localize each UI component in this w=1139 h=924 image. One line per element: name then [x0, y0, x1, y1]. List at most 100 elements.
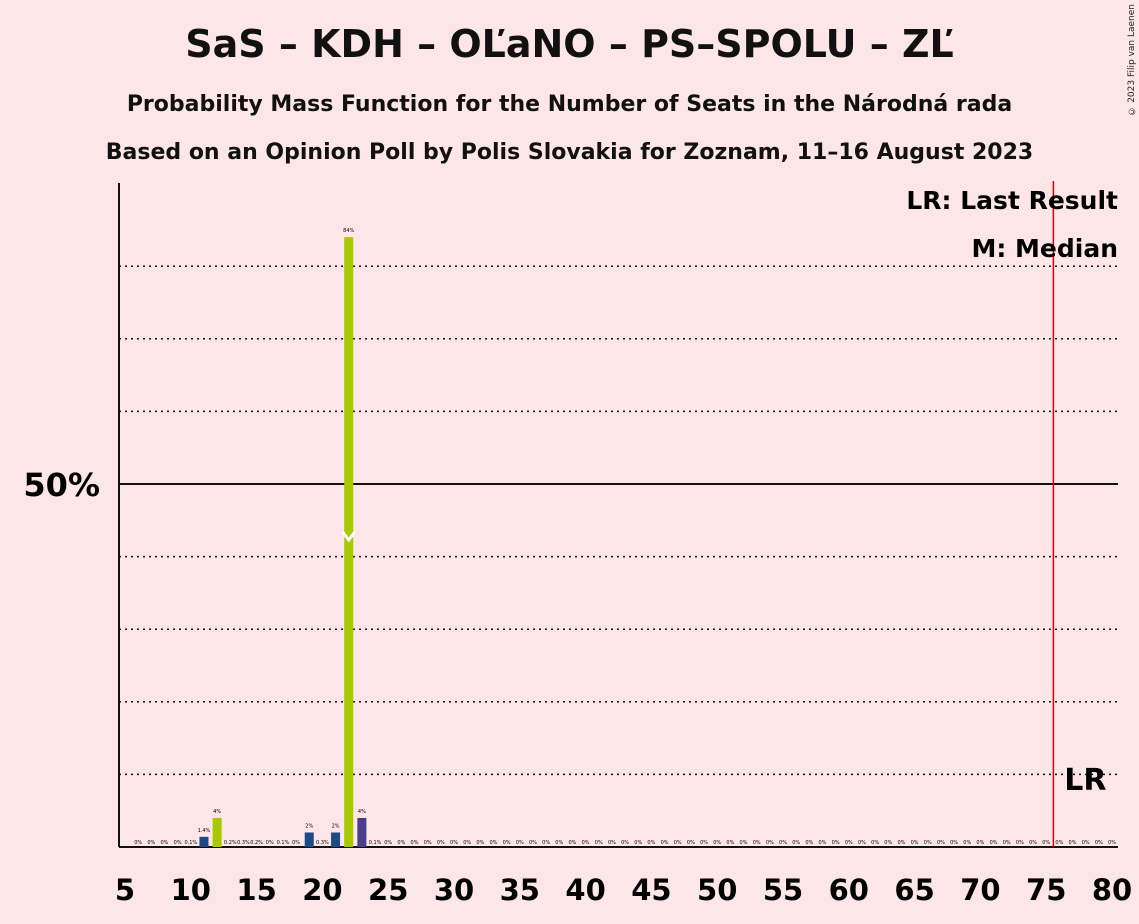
x-tick-label-35: 35 — [500, 873, 540, 907]
bar-label-26: 0% — [397, 840, 405, 846]
bar-label-55: 0% — [779, 840, 787, 846]
bar-label-36: 0% — [529, 840, 537, 846]
bar-label-25: 0% — [384, 840, 392, 846]
bar-label-56: 0% — [792, 840, 800, 846]
legend-entry-0: LR: Last Result — [906, 186, 1118, 215]
bar-label-12: 4% — [213, 809, 221, 815]
bar-seat-21 — [331, 832, 341, 847]
bar-seat-23 — [357, 817, 367, 847]
bar-label-21: 2% — [332, 823, 340, 829]
bar-label-59: 0% — [832, 840, 840, 846]
bar-label-58: 0% — [819, 840, 827, 846]
median-marker — [341, 531, 356, 543]
bar-label-42: 0% — [608, 840, 616, 846]
bar-label-44: 0% — [634, 840, 642, 846]
x-tick-label-20: 20 — [302, 873, 342, 907]
bar-label-20: 0.3% — [316, 840, 329, 846]
bar-label-11: 1.4% — [198, 828, 211, 834]
bar-label-60: 0% — [845, 840, 853, 846]
bar-label-52: 0% — [740, 840, 748, 846]
bar-label-49: 0% — [700, 840, 708, 846]
bar-label-75: 0% — [1042, 840, 1050, 846]
x-tick-label-10: 10 — [171, 873, 211, 907]
bar-label-33: 0% — [490, 840, 498, 846]
bar-label-50: 0% — [713, 840, 721, 846]
bar-label-72: 0% — [1003, 840, 1011, 846]
bar-label-73: 0% — [1016, 840, 1024, 846]
chart-subtitle: Probability Mass Function for the Number… — [126, 92, 1013, 117]
chart-source: Based on an Opinion Poll by Polis Slovak… — [105, 140, 1034, 165]
bar-label-64: 0% — [897, 840, 905, 846]
bar-label-13: 0.2% — [224, 840, 237, 846]
bar-label-8: 0% — [161, 840, 169, 846]
bar-label-62: 0% — [871, 840, 879, 846]
bar-label-47: 0% — [674, 840, 682, 846]
bar-label-22: 84% — [343, 228, 354, 234]
bar-label-19: 2% — [305, 823, 313, 829]
bar-label-7: 0% — [147, 840, 155, 846]
last-result-label: LR — [1064, 763, 1106, 798]
bar-label-65: 0% — [911, 840, 919, 846]
bar-label-68: 0% — [950, 840, 958, 846]
x-tick-label-70: 70 — [960, 873, 1000, 907]
bar-label-48: 0% — [687, 840, 695, 846]
bar-label-37: 0% — [542, 840, 550, 846]
bar-label-61: 0% — [858, 840, 866, 846]
x-tick-label-15: 15 — [236, 873, 276, 907]
bar-label-39: 0% — [568, 840, 576, 846]
bar-label-24: 0.1% — [369, 840, 382, 846]
bar-label-45: 0% — [647, 840, 655, 846]
x-tick-label-5: 5 — [115, 873, 135, 907]
bar-label-30: 0% — [450, 840, 458, 846]
bar-label-31: 0% — [463, 840, 471, 846]
bar-label-67: 0% — [937, 840, 945, 846]
bar-label-77: 0% — [1069, 840, 1077, 846]
bar-label-35: 0% — [516, 840, 524, 846]
bar-label-16: 0% — [266, 840, 274, 846]
bar-label-34: 0% — [503, 840, 511, 846]
bar-label-43: 0% — [621, 840, 629, 846]
x-tick-label-30: 30 — [434, 873, 474, 907]
bar-label-79: 0% — [1095, 840, 1103, 846]
bar-label-53: 0% — [753, 840, 761, 846]
bar-label-78: 0% — [1082, 840, 1090, 846]
x-tick-label-80: 80 — [1092, 873, 1132, 907]
bar-label-51: 0% — [726, 840, 734, 846]
bar-label-15: 0.2% — [250, 840, 263, 846]
legend-entry-1: M: Median — [971, 234, 1118, 263]
bar-label-9: 0% — [174, 840, 182, 846]
bar-label-40: 0% — [582, 840, 590, 846]
bar-seat-11 — [199, 836, 209, 847]
bar-seat-12 — [212, 817, 222, 847]
bar-label-18: 0% — [292, 840, 300, 846]
chart-title: SaS – KDH – OĽaNO – PS–SPOLU – ZĽ — [185, 22, 954, 66]
bar-label-63: 0% — [884, 840, 892, 846]
bar-label-29: 0% — [437, 840, 445, 846]
bar-label-74: 0% — [1029, 840, 1037, 846]
bar-label-27: 0% — [411, 840, 419, 846]
bar-label-23: 4% — [358, 809, 366, 815]
bar-seat-19 — [304, 832, 314, 847]
bar-label-71: 0% — [990, 840, 998, 846]
bar-label-76: 0% — [1055, 840, 1063, 846]
x-tick-label-55: 55 — [763, 873, 803, 907]
bar-label-69: 0% — [963, 840, 971, 846]
bar-label-32: 0% — [476, 840, 484, 846]
y-axis-label-50: 50% — [23, 466, 100, 504]
bar-label-46: 0% — [661, 840, 669, 846]
bar-label-14: 0.3% — [237, 840, 250, 846]
bar-label-6: 0% — [134, 840, 142, 846]
bar-label-10: 0.1% — [184, 840, 197, 846]
bar-label-70: 0% — [976, 840, 984, 846]
bar-label-17: 0.1% — [277, 840, 290, 846]
bar-label-28: 0% — [424, 840, 432, 846]
x-tick-label-75: 75 — [1026, 873, 1066, 907]
x-tick-label-60: 60 — [829, 873, 869, 907]
bar-label-54: 0% — [766, 840, 774, 846]
bar-label-66: 0% — [924, 840, 932, 846]
bar-label-38: 0% — [555, 840, 563, 846]
x-tick-label-40: 40 — [565, 873, 605, 907]
x-tick-label-50: 50 — [697, 873, 737, 907]
x-tick-label-45: 45 — [631, 873, 671, 907]
